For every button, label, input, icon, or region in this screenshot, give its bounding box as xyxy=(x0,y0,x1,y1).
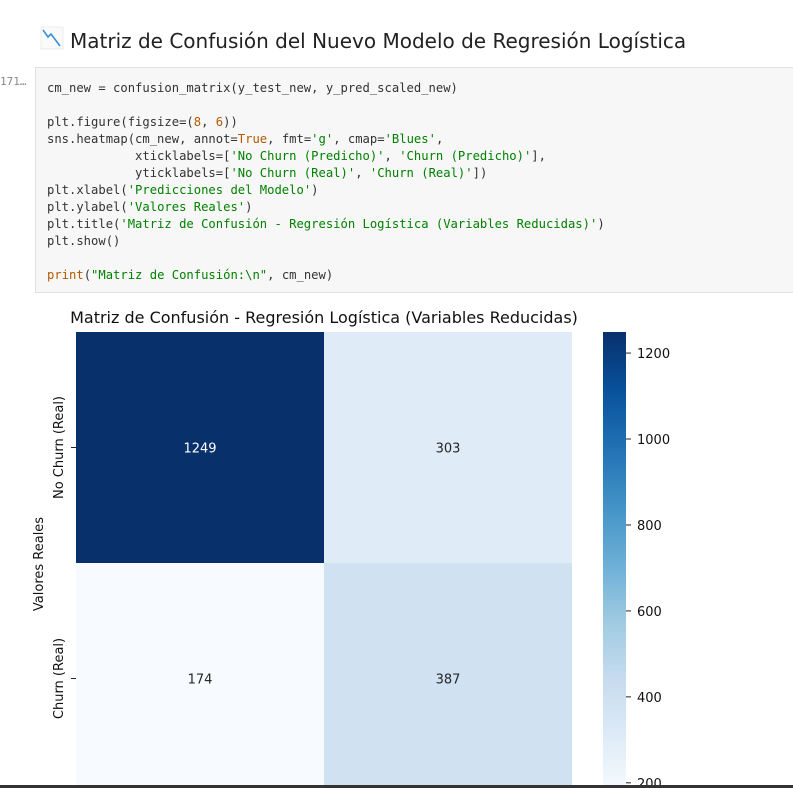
code-token: ) xyxy=(311,183,319,197)
y-tick-label: No Churn (Real) xyxy=(52,396,67,499)
code-token: cm_new = confusion_matrix(y_test_new, y_… xyxy=(47,81,458,95)
code-token: ]) xyxy=(472,166,488,180)
colorbar-tick-label: 1200 xyxy=(637,347,670,362)
colorbar-tick-label: 200 xyxy=(637,777,662,788)
heading-title: Matriz de Confusión del Nuevo Modelo de … xyxy=(70,28,687,53)
colorbar-tick-label: 800 xyxy=(637,519,662,534)
code-token: , xyxy=(435,132,444,146)
heatmap-cell xyxy=(324,563,572,788)
code-token: "Matriz de Confusión:\n" xyxy=(91,268,268,282)
heatmap-cell xyxy=(76,332,324,563)
code-token: 'Blues' xyxy=(384,132,436,146)
code-token: plt.figure(figsize=( xyxy=(47,115,194,129)
code-token: plt.xlabel( xyxy=(47,183,128,197)
code-token: sns.heatmap(cm_new, annot= xyxy=(47,132,238,146)
code-token: , cm_new) xyxy=(267,268,334,282)
code-token: , cmap= xyxy=(333,132,385,146)
code-token: 'Matriz de Confusión - Regresión Logísti… xyxy=(120,217,598,231)
cell-annotation: 303 xyxy=(436,442,461,457)
code-token: , xyxy=(355,166,370,180)
code-token: 'Churn (Predicho)' xyxy=(399,149,532,163)
y-tick-label: Churn (Real) xyxy=(52,638,67,719)
code-token: 8 xyxy=(193,115,202,129)
code-token: 'Valores Reales' xyxy=(127,200,246,214)
code-token: 'Predicciones del Modelo' xyxy=(127,183,312,197)
code-token: xticklabels=[ xyxy=(47,149,231,163)
heatmap-cell xyxy=(76,563,324,788)
code-token: 'Churn (Real)' xyxy=(369,166,473,180)
code-token: plt.show() xyxy=(47,234,121,248)
code-token: ], xyxy=(531,149,546,163)
code-token: , xyxy=(384,149,400,163)
code-token: print xyxy=(47,268,84,282)
y-axis-label: Valores Reales xyxy=(32,517,47,611)
code-token: 'No Churn (Predicho)' xyxy=(230,149,385,163)
code-token: ( xyxy=(83,268,92,282)
cell-prompt: 171… xyxy=(0,75,27,88)
code-token: ) xyxy=(245,200,253,214)
code-token: )) xyxy=(223,115,238,129)
chart-decreasing-icon xyxy=(40,26,64,55)
code-token: , fmt= xyxy=(267,132,312,146)
code-token: , xyxy=(201,115,216,129)
code-token: 'g' xyxy=(311,132,334,146)
code-token: True xyxy=(237,132,268,146)
code-editor[interactable]: cm_new = confusion_matrix(y_test_new, y_… xyxy=(47,80,605,284)
code-token: 'No Churn (Real)' xyxy=(230,166,356,180)
cell-annotation: 174 xyxy=(188,673,213,688)
colorbar-tick-label: 1000 xyxy=(637,433,670,448)
code-token: 6 xyxy=(215,115,224,129)
code-token: plt.title( xyxy=(47,217,121,231)
colorbar-tick-label: 600 xyxy=(637,605,662,620)
colorbar xyxy=(603,332,626,788)
code-token: ) xyxy=(597,217,605,231)
cell-annotation: 387 xyxy=(436,673,461,688)
colorbar-tick-label: 400 xyxy=(637,691,662,706)
window-bottom-edge xyxy=(0,785,793,788)
code-token: plt.ylabel( xyxy=(47,200,128,214)
cell-annotation: 1249 xyxy=(183,442,216,457)
code-token: yticklabels=[ xyxy=(47,166,231,180)
heatmap-cell xyxy=(324,332,572,563)
chart-title: Matriz de Confusión - Regresión Logístic… xyxy=(70,308,578,327)
code-cell[interactable]: cm_new = confusion_matrix(y_test_new, y_… xyxy=(35,67,793,293)
section-heading: Matriz de Confusión del Nuevo Modelo de … xyxy=(40,26,686,55)
